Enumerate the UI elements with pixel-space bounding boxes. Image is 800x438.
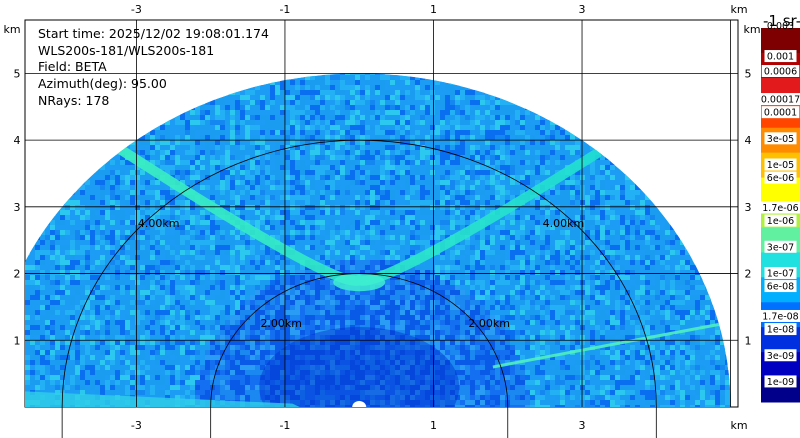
colorbar-top-label: 0.003 (767, 21, 794, 32)
colorbar-label-11: 6e-08 (767, 282, 794, 293)
ring-label-2: 4.00km (138, 217, 180, 230)
xtick-bottom--3: -3 (131, 419, 142, 432)
field-text: Field: BETA (38, 59, 107, 74)
colorbar-label-bg-12 (758, 309, 800, 322)
colorbar: 0.003 0.001 0.0006 0.00017 0.0001 3e-05 1e-05 6… (758, 21, 800, 403)
colorbar-label-bg-14 (764, 349, 797, 362)
colorbar-label-14: 3e-09 (767, 351, 794, 362)
colorbar-title: -1 sr- (763, 12, 800, 30)
colorbar-label-2: 0.00017 (761, 95, 800, 106)
ring-label-3: 4.00km (543, 217, 585, 230)
xtick-top-1: 1 (430, 3, 437, 16)
colorbar-label-bg-6 (764, 171, 797, 184)
axis-ticks: -3 -3 -1 -1 1 1 3 3 1 1 2 2 3 3 4 4 5 5 km km km km (3, 3, 760, 432)
unit-top-right: km (730, 3, 747, 16)
instrument-text: WLS200s-181/WLS200s-181 (38, 43, 214, 58)
ytick-right-2: 2 (745, 268, 752, 281)
right-streak (492, 322, 724, 369)
unit-bottom-right: km (730, 419, 747, 432)
grid-lines (25, 20, 738, 407)
colorbar-label-9: 3e-07 (767, 242, 794, 253)
xtick-bottom--1: -1 (279, 419, 290, 432)
xtick-top-3: 3 (579, 3, 586, 16)
unit-right: km (743, 23, 760, 36)
nrays-text: NRays: 178 (38, 93, 109, 108)
colorbar-label-7: 1.7e-06 (762, 203, 798, 214)
ytick-left-4: 4 (14, 134, 21, 147)
colorbar-label-15: 1e-09 (767, 377, 794, 388)
colorbar-label-10: 1e-07 (767, 268, 794, 279)
ytick-right-4: 4 (745, 134, 752, 147)
beta-sector-heatmap (25, 73, 731, 407)
sector-cells (25, 73, 731, 407)
ytick-right-3: 3 (745, 201, 752, 214)
xtick-top--3: -3 (131, 3, 142, 16)
ytick-left-5: 5 (14, 67, 21, 80)
colorbar-label-3: 0.0001 (764, 108, 797, 119)
colorbar-label-bg-3 (761, 106, 800, 119)
colorbar-swatch-0 (761, 28, 800, 54)
ytick-right-5: 5 (745, 67, 752, 80)
colorbar-label-bg-13 (764, 323, 797, 336)
azimuth-text: Azimuth(deg): 95.00 (38, 76, 167, 91)
colorbar-label-13: 1e-08 (767, 325, 794, 336)
xtick-bottom-3: 3 (579, 419, 586, 432)
ring-label-1: 2.00km (468, 317, 510, 330)
ytick-left-1: 1 (14, 334, 21, 347)
ytick-right-1: 1 (745, 334, 752, 347)
ring-4km (61, 139, 657, 438)
colorbar-label-bg-9 (764, 240, 797, 253)
colorbar-label-bg-7 (758, 201, 800, 214)
colorbar-label-bg-8 (764, 214, 797, 227)
colorbar-label-1: 0.0006 (764, 67, 797, 78)
colorbar-label-bg-1 (761, 65, 800, 78)
ytick-left-2: 2 (14, 268, 21, 281)
colorbar-label-bg-2 (758, 93, 800, 106)
colorbar-label-12: 1.7e-08 (762, 311, 798, 322)
colorbar-label-bg-11 (764, 280, 797, 293)
unit-left: km (3, 23, 20, 36)
colorbar-label-bg-5 (764, 158, 797, 171)
v-apex (333, 273, 386, 292)
dark-core (259, 327, 460, 407)
colorbar-label-bg-4 (764, 132, 797, 145)
ring-label-0: 2.00km (260, 317, 302, 330)
xtick-top--1: -1 (279, 3, 290, 16)
range-rings: 2.00km 2.00km 4.00km 4.00km (61, 139, 657, 438)
colorbar-label-bg-15 (764, 375, 797, 388)
surface-band (25, 390, 300, 407)
colorbar-label-bg-10 (764, 266, 797, 279)
ytick-left-3: 3 (14, 201, 21, 214)
colorbar-label-4: 3e-05 (767, 134, 794, 145)
noise-cells (25, 73, 731, 407)
info-box: Start time: 2025/12/02 19:08:01.174 WLS2… (38, 26, 269, 108)
origin-gap (352, 401, 367, 407)
colorbar-label-8: 1e-06 (767, 216, 794, 227)
colorbar-label-6: 6e-06 (767, 173, 794, 184)
ring-2km (210, 273, 509, 438)
xtick-bottom-1: 1 (430, 419, 437, 432)
start-time-text: Start time: 2025/12/02 19:08:01.174 (38, 26, 269, 41)
colorbar-label-bg-0 (764, 50, 797, 63)
colorbar-label-5: 1e-05 (767, 160, 794, 171)
colorbar-label-0: 0.001 (767, 52, 794, 63)
